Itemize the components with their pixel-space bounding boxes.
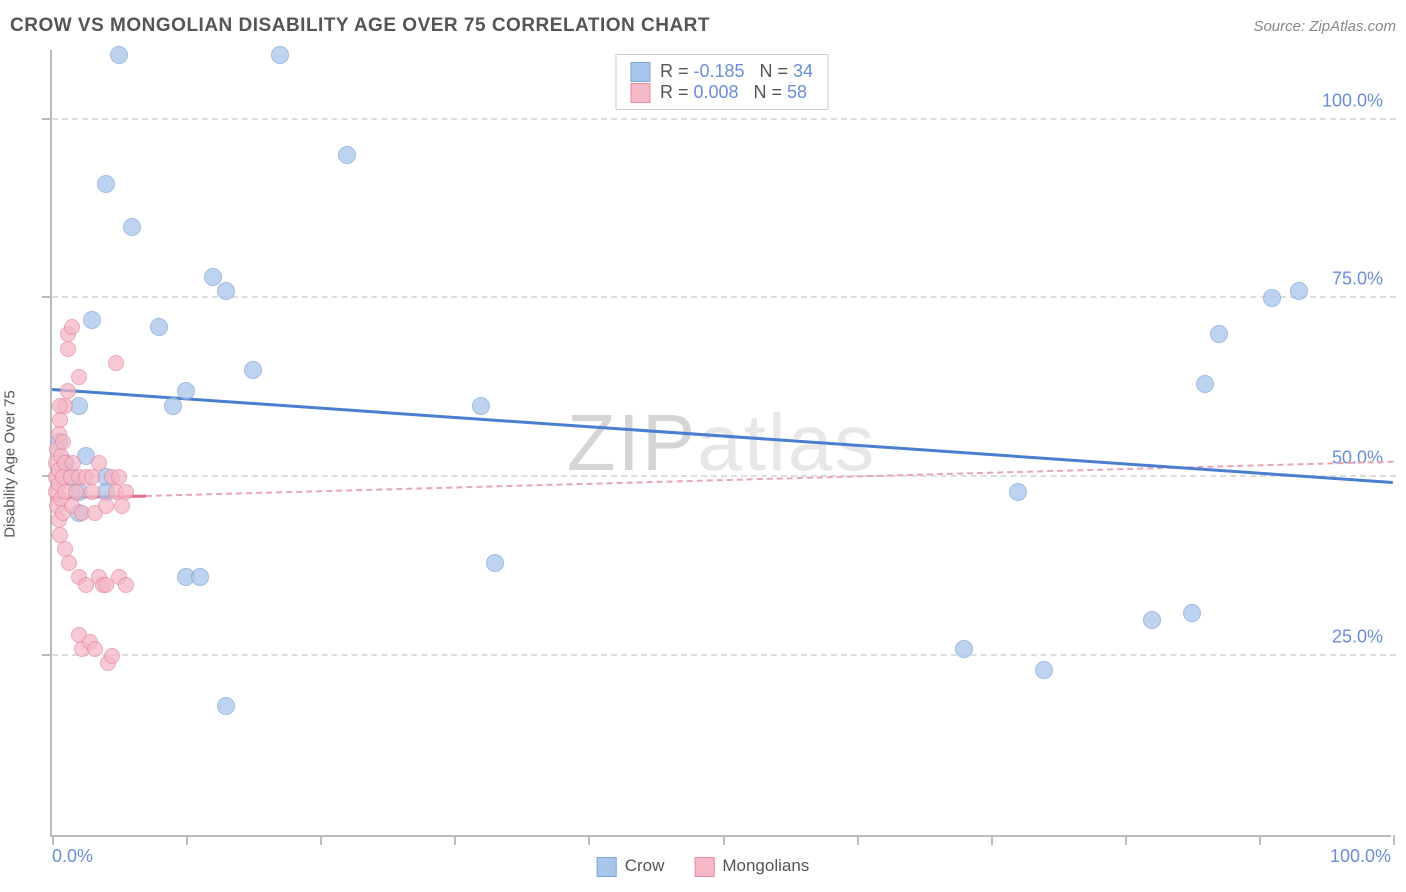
chart-title: CROW VS MONGOLIAN DISABILITY AGE OVER 75… <box>10 15 710 37</box>
data-point <box>104 648 120 664</box>
data-point <box>97 175 115 193</box>
gridline <box>52 118 1396 120</box>
data-point <box>108 355 124 371</box>
data-point <box>1263 289 1281 307</box>
data-point <box>60 341 76 357</box>
trend-line <box>52 388 1393 484</box>
data-point <box>486 554 504 572</box>
data-point <box>271 46 289 64</box>
legend-item: Crow <box>597 856 665 877</box>
data-point <box>64 319 80 335</box>
scatter-plot: ZIPatlas 25.0%50.0%75.0%100.0%0.0%100.0%… <box>50 50 1391 837</box>
legend-swatch <box>630 62 650 82</box>
gridline <box>52 296 1396 298</box>
plot-container: Disability Age Over 75 ZIPatlas 25.0%50.… <box>10 45 1396 882</box>
data-point <box>177 382 195 400</box>
data-point <box>204 268 222 286</box>
y-tick-label: 100.0% <box>1322 90 1383 111</box>
legend-item: Mongolians <box>694 856 809 877</box>
data-point <box>84 484 100 500</box>
data-point <box>955 640 973 658</box>
data-point <box>61 555 77 571</box>
data-point <box>1210 325 1228 343</box>
data-point <box>71 369 87 385</box>
data-point <box>55 434 71 450</box>
data-point <box>472 397 490 415</box>
data-point <box>52 412 68 428</box>
data-point <box>91 455 107 471</box>
series-legend: Crow Mongolians <box>597 856 810 877</box>
data-point <box>60 383 76 399</box>
legend-swatch <box>694 857 714 877</box>
data-point <box>164 397 182 415</box>
x-tick-label: 100.0% <box>1330 846 1391 867</box>
data-point <box>98 498 114 514</box>
data-point <box>68 484 84 500</box>
data-point <box>87 641 103 657</box>
data-point <box>1009 483 1027 501</box>
data-point <box>114 498 130 514</box>
y-tick-label: 25.0% <box>1332 627 1383 648</box>
data-point <box>110 46 128 64</box>
header: CROW VS MONGOLIAN DISABILITY AGE OVER 75… <box>10 15 1396 37</box>
gridline <box>52 654 1396 656</box>
y-tick-label: 50.0% <box>1332 448 1383 469</box>
data-point <box>1183 604 1201 622</box>
stats-legend: R = -0.185 N = 34R = 0.008 N = 58 <box>615 54 828 110</box>
data-point <box>1290 282 1308 300</box>
x-tick-label: 0.0% <box>52 846 93 867</box>
data-point <box>52 398 68 414</box>
data-point <box>1143 611 1161 629</box>
data-point <box>150 318 168 336</box>
y-axis-label: Disability Age Over 75 <box>2 390 19 538</box>
data-point <box>244 361 262 379</box>
data-point <box>123 218 141 236</box>
source-label: Source: ZipAtlas.com <box>1253 18 1396 35</box>
data-point <box>191 568 209 586</box>
trend-line <box>146 461 1393 497</box>
data-point <box>217 282 235 300</box>
legend-swatch <box>597 857 617 877</box>
data-point <box>1196 375 1214 393</box>
data-point <box>217 697 235 715</box>
data-point <box>84 469 100 485</box>
legend-swatch <box>630 83 650 103</box>
gridline <box>52 475 1396 477</box>
y-tick-label: 75.0% <box>1332 269 1383 290</box>
data-point <box>83 311 101 329</box>
data-point <box>1035 661 1053 679</box>
data-point <box>338 146 356 164</box>
data-point <box>118 577 134 593</box>
data-point <box>118 484 134 500</box>
